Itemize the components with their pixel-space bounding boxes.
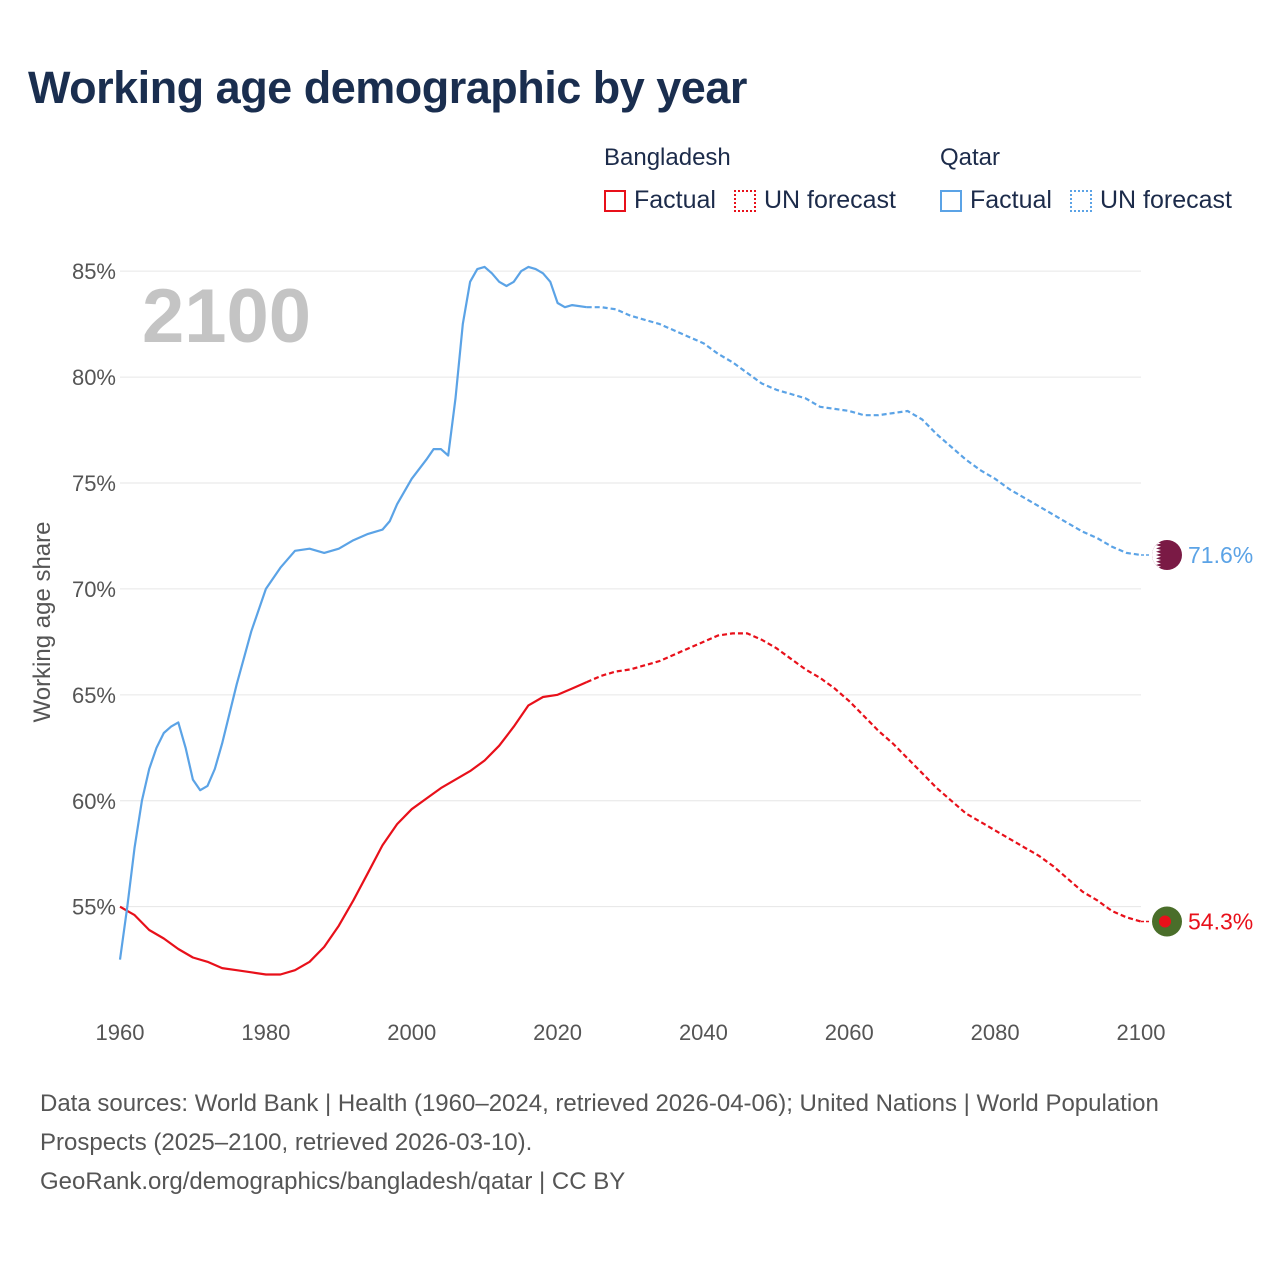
x-tick-label: 2060: [825, 1020, 874, 1045]
footer: Data sources: World Bank | Health (1960–…: [40, 1084, 1160, 1201]
flag-disc: [1159, 915, 1171, 928]
series-line-bangladesh-forecast: [586, 632, 1142, 923]
legend-swatch-dotted: [1069, 189, 1092, 212]
x-tick-label: 2100: [1117, 1020, 1166, 1045]
x-tick-label: 1980: [241, 1020, 290, 1045]
legend-item-bangladesh-factual[interactable]: Factual: [604, 186, 716, 215]
legend-label: UN forecast: [1099, 186, 1232, 214]
legend-label: UN forecast: [763, 186, 896, 214]
y-tick-label: 60%: [72, 789, 116, 814]
x-tick-label: 2080: [971, 1020, 1020, 1045]
series-line-qatar-factual: [118, 265, 587, 960]
legend-label: Factual: [970, 186, 1052, 214]
footer-sources: Data sources: World Bank | Health (1960–…: [40, 1090, 1159, 1156]
series-line-bangladesh-factual: [119, 681, 588, 976]
y-tick-label: 55%: [72, 895, 116, 920]
end-value-label-qatar: 71.6%: [1188, 542, 1253, 568]
y-tick-label: 80%: [72, 365, 116, 390]
legend-swatch-solid: [604, 189, 626, 212]
y-tick-label: 75%: [72, 471, 116, 496]
flag-marker-qatar: [1152, 540, 1182, 571]
legend-item-bangladesh-forecast[interactable]: UN forecast: [733, 186, 896, 215]
y-axis-label: Working age share: [29, 522, 56, 723]
legend-group-title: Qatar: [940, 144, 1001, 171]
legend-group-qatar: Qatar Factual UN forecast: [940, 144, 1232, 215]
footer-link[interactable]: GeoRank.org/demographics/bangladesh/qata…: [40, 1168, 626, 1195]
series-line-qatar-forecast: [586, 306, 1142, 557]
x-tick-label: 2000: [387, 1020, 436, 1045]
legend-swatch-dotted: [733, 189, 756, 212]
y-tick-label: 85%: [72, 259, 116, 284]
legend-group-title: Bangladesh: [604, 144, 731, 171]
flag-serration: [1152, 540, 1161, 571]
legend-swatch-solid: [940, 189, 962, 212]
end-value-label-bangladesh: 54.3%: [1188, 909, 1253, 935]
legend-label: Factual: [634, 186, 716, 214]
legend-item-qatar-forecast[interactable]: UN forecast: [1069, 186, 1232, 215]
y-tick-label: 65%: [72, 683, 116, 708]
legend-item-qatar-factual[interactable]: Factual: [940, 186, 1052, 215]
chart-title: Working age demographic by year: [28, 62, 747, 113]
year-overlay: 2100: [142, 274, 311, 359]
legend-group-bangladesh: Bangladesh Factual UN forecast: [604, 144, 914, 215]
x-tick-label: 2040: [679, 1020, 728, 1045]
y-tick-label: 70%: [72, 577, 116, 602]
x-tick-label: 1960: [96, 1020, 145, 1045]
x-tick-label: 2020: [533, 1020, 582, 1045]
